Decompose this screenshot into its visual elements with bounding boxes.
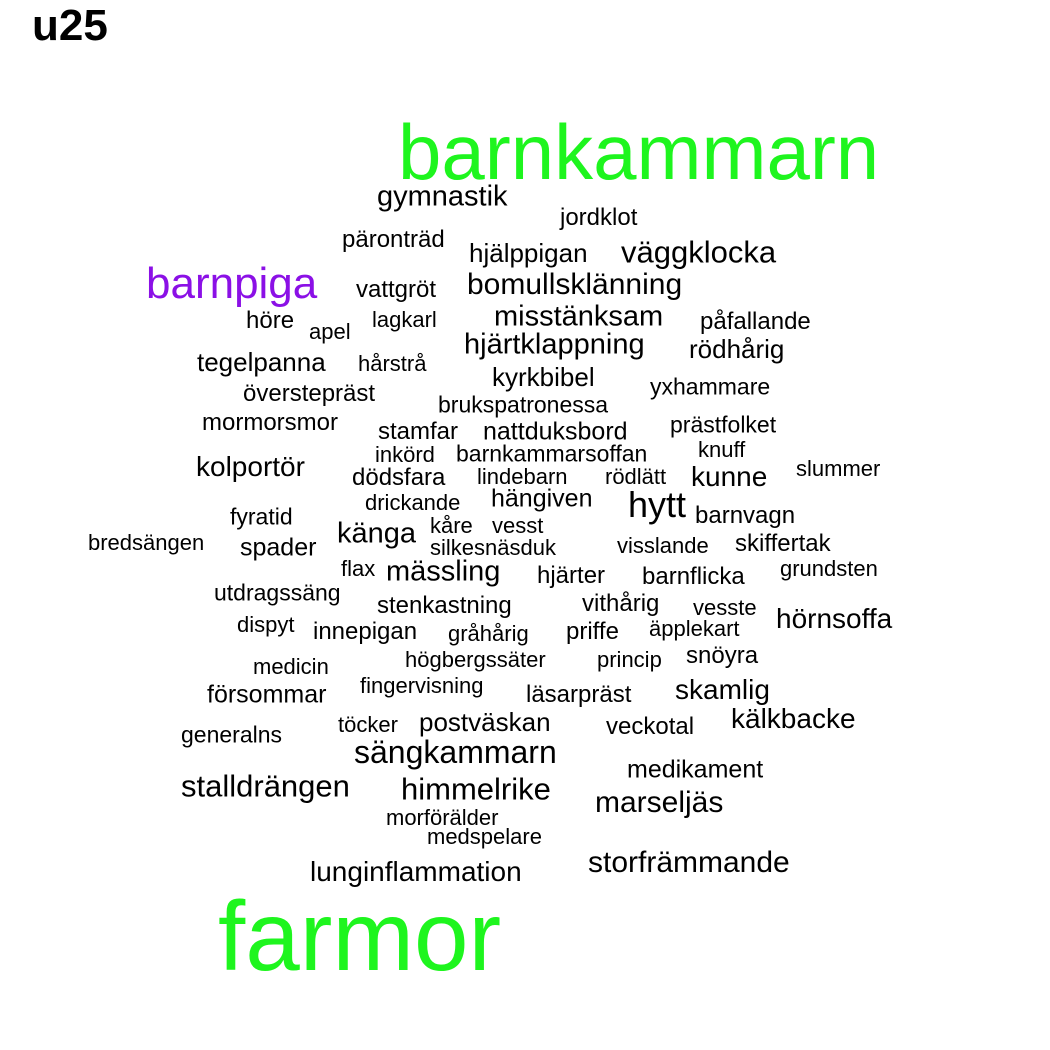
cloud-word: lunginflammation [310,856,522,887]
cloud-word: bomullsklänning [467,268,683,301]
cloud-word: hörnsoffa [776,603,893,634]
cloud-word: skamlig [675,674,770,705]
cloud-word: priffe [566,618,619,645]
cloud-word: apel [309,319,351,344]
cloud-word: hängiven [491,484,593,513]
cloud-word: gymnastik [377,180,508,213]
cloud-word: påfallande [700,308,811,335]
page-title: u25 [32,1,108,50]
cloud-word: rödhårig [689,334,785,364]
cloud-word: misstänksam [494,300,664,333]
cloud-word: hjälppigan [469,238,588,268]
cloud-word: rödlätt [605,464,667,489]
cloud-word: dispyt [237,612,295,637]
cloud-word: jordklot [560,204,638,231]
cloud-word: barnflicka [642,563,745,590]
cloud-word: stamfar [378,418,459,445]
cloud-word: utdragssäng [214,579,341,606]
cloud-word: kyrkbibel [492,362,595,392]
cloud-word: barnkammarsoffan [456,440,648,467]
cloud-word: stenkastning [377,592,512,619]
cloud-word: kolportör [196,451,305,482]
cloud-word: princip [597,647,662,672]
cloud-word: höre [246,307,295,334]
cloud-word: postväskan [419,707,551,737]
cloud-word: visslande [617,533,709,558]
cloud-word: inkörd [375,442,435,467]
cloud-word: medicin [253,654,329,679]
cloud-word: tegelpanna [197,347,326,377]
cloud-word: himmelrike [401,771,551,807]
cloud-word: hytt [628,484,687,525]
cloud-word: barnkammarn [398,108,880,196]
cloud-word: hjärtklappning [464,328,645,361]
cloud-word: överstepräst [243,380,376,407]
cloud-word: försommar [207,680,327,709]
cloud-word: brukspatronessa [438,391,609,418]
cloud-word: väggklocka [621,234,777,270]
cloud-word: lagkarl [372,307,437,332]
cloud-word: kåre [430,513,473,538]
cloud-word: drickande [365,490,461,515]
cloud-word: snöyra [686,642,759,669]
cloud-word: knuff [698,437,746,462]
cloud-word: morförälder [386,805,499,830]
cloud-word: spader [240,533,317,562]
cloud-word: innepigan [313,618,418,645]
cloud-word: flax [341,556,376,581]
cloud-word: grundsten [780,556,878,581]
cloud-word: mormorsmor [202,409,338,436]
cloud-word: slummer [796,456,881,481]
cloud-word: päronträd [342,226,445,253]
cloud-word: skiffertak [735,530,831,557]
cloud-word: nattduksbord [483,417,628,446]
cloud-word: veckotal [606,713,695,740]
cloud-word: barnpiga [146,259,318,308]
cloud-word: bredsängen [88,530,205,555]
cloud-word: stalldrängen [181,768,350,804]
cloud-word: hjärter [537,562,606,589]
cloud-word: töcker [338,712,398,737]
cloud-word: vattgröt [356,276,437,303]
cloud-word: gråhårig [448,621,529,646]
cloud-word: prästfolket [670,411,777,438]
cloud-word: barnvagn [695,502,796,529]
cloud-word: medikament [627,755,764,784]
cloud-word: medspelare [427,824,542,849]
cloud-word: fyratid [230,503,293,530]
cloud-word: yxhammare [650,373,771,400]
cloud-word: hårstrå [358,351,427,376]
cloud-word: lindebarn [477,464,568,489]
cloud-word: läsarpräst [526,681,632,708]
cloud-word: sängkammarn [354,734,557,770]
cloud-word: marseljäs [595,786,724,819]
cloud-word: äpplekart [649,616,740,641]
cloud-word: kälkbacke [731,703,856,734]
cloud-word: högbergssäter [405,647,546,672]
cloud-word: dödsfara [352,464,446,491]
cloud-word: farmor [218,881,502,991]
cloud-word: vithårig [582,590,660,617]
cloud-word: mässling [386,555,501,588]
cloud-word: generalns [181,721,283,748]
cloud-word: fingervisning [360,673,484,698]
cloud-word: kunne [691,461,768,492]
cloud-word: vesste [693,595,757,620]
cloud-word: storfrämmande [588,846,790,879]
cloud-word: silkesnäsduk [430,535,556,560]
cloud-word: känga [337,517,417,550]
cloud-word: vesst [492,513,544,538]
